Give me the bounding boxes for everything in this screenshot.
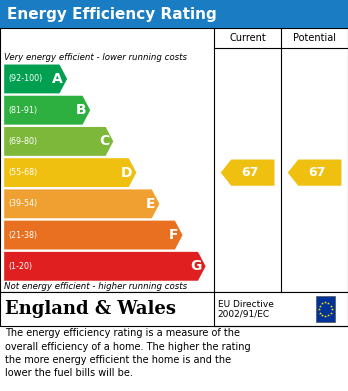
Text: (39-54): (39-54) — [8, 199, 38, 208]
Text: (21-38): (21-38) — [8, 231, 38, 240]
Text: D: D — [121, 166, 132, 179]
Text: Energy Efficiency Rating: Energy Efficiency Rating — [7, 7, 217, 22]
Polygon shape — [4, 127, 113, 156]
Text: EU Directive
2002/91/EC: EU Directive 2002/91/EC — [218, 300, 274, 319]
Text: B: B — [76, 103, 86, 117]
Text: (92-100): (92-100) — [8, 74, 42, 83]
Bar — [316, 296, 335, 322]
Polygon shape — [4, 96, 90, 125]
Polygon shape — [221, 160, 275, 186]
Text: Not energy efficient - higher running costs: Not energy efficient - higher running co… — [4, 282, 187, 292]
Text: (69-80): (69-80) — [8, 137, 38, 146]
Polygon shape — [4, 252, 206, 281]
Text: G: G — [190, 259, 201, 273]
Text: Current: Current — [229, 33, 266, 43]
Text: 67: 67 — [241, 166, 258, 179]
Text: F: F — [169, 228, 178, 242]
Polygon shape — [288, 160, 341, 186]
Bar — [0, 0, 348, 28]
Text: C: C — [99, 135, 109, 149]
Text: (55-68): (55-68) — [8, 168, 38, 177]
Text: England & Wales: England & Wales — [5, 300, 176, 318]
Polygon shape — [4, 158, 136, 187]
Text: E: E — [146, 197, 155, 211]
Polygon shape — [4, 189, 159, 218]
Polygon shape — [4, 221, 183, 249]
Text: 67: 67 — [308, 166, 325, 179]
Text: A: A — [52, 72, 63, 86]
Text: Potential: Potential — [293, 33, 336, 43]
Bar — [0, 292, 348, 326]
Text: The energy efficiency rating is a measure of the
overall efficiency of a home. T: The energy efficiency rating is a measur… — [5, 328, 251, 378]
Polygon shape — [4, 65, 67, 93]
Text: (1-20): (1-20) — [8, 262, 32, 271]
Text: (81-91): (81-91) — [8, 106, 38, 115]
Bar — [0, 28, 348, 292]
Text: Very energy efficient - lower running costs: Very energy efficient - lower running co… — [4, 52, 187, 62]
